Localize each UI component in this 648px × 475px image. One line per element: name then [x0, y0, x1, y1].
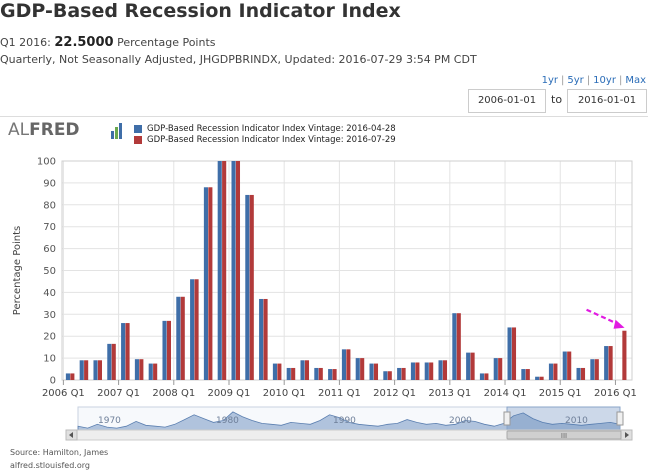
observation-value: 22.5000 [54, 35, 114, 50]
observation-period: Q1 2016: [0, 36, 51, 49]
range-separator: | [618, 75, 623, 86]
start-date-field[interactable]: 2006-01-01 [468, 89, 546, 113]
legend-label-old: GDP-Based Recession Indicator Index Vint… [147, 123, 396, 134]
observation-units: Percentage Points [117, 36, 216, 49]
range-separator: | [586, 75, 591, 86]
series-metadata: Quarterly, Not Seasonally Adjusted, JHGD… [0, 53, 477, 66]
date-range-to-label: to [551, 93, 563, 106]
source-credit: Source: Hamilton, James [10, 448, 109, 457]
range-selector: 1yr | 5yr | 10yr | Max [542, 75, 646, 86]
chart-area [0, 116, 648, 475]
legend-label-new: GDP-Based Recession Indicator Index Vint… [147, 134, 396, 145]
legend-swatch-new [134, 135, 142, 144]
page-title: GDP-Based Recession Indicator Index [0, 0, 401, 22]
logo-suffix: FRED [29, 120, 80, 140]
range-1yr-link[interactable]: 1yr [541, 75, 559, 86]
end-date-field[interactable]: 2016-01-01 [567, 89, 647, 113]
range-10yr-link[interactable]: 10yr [593, 75, 616, 86]
legend-item-vintage-old[interactable]: GDP-Based Recession Indicator Index Vint… [134, 123, 396, 134]
range-separator: | [561, 75, 565, 86]
range-5yr-link[interactable]: 5yr [567, 75, 584, 86]
legend-swatch-old [134, 124, 142, 133]
alfred-logo: ALFRED [8, 120, 80, 140]
logo-prefix: AL [8, 120, 30, 140]
range-max-link[interactable]: Max [625, 75, 646, 86]
alfred-url: alfred.stlouisfed.org [10, 461, 90, 470]
legend-item-vintage-new[interactable]: GDP-Based Recession Indicator Index Vint… [134, 134, 396, 145]
chart-legend: GDP-Based Recession Indicator Index Vint… [134, 123, 396, 145]
latest-observation: Q1 2016: 22.5000 Percentage Points [0, 35, 216, 50]
logo-bars-icon [111, 123, 123, 139]
